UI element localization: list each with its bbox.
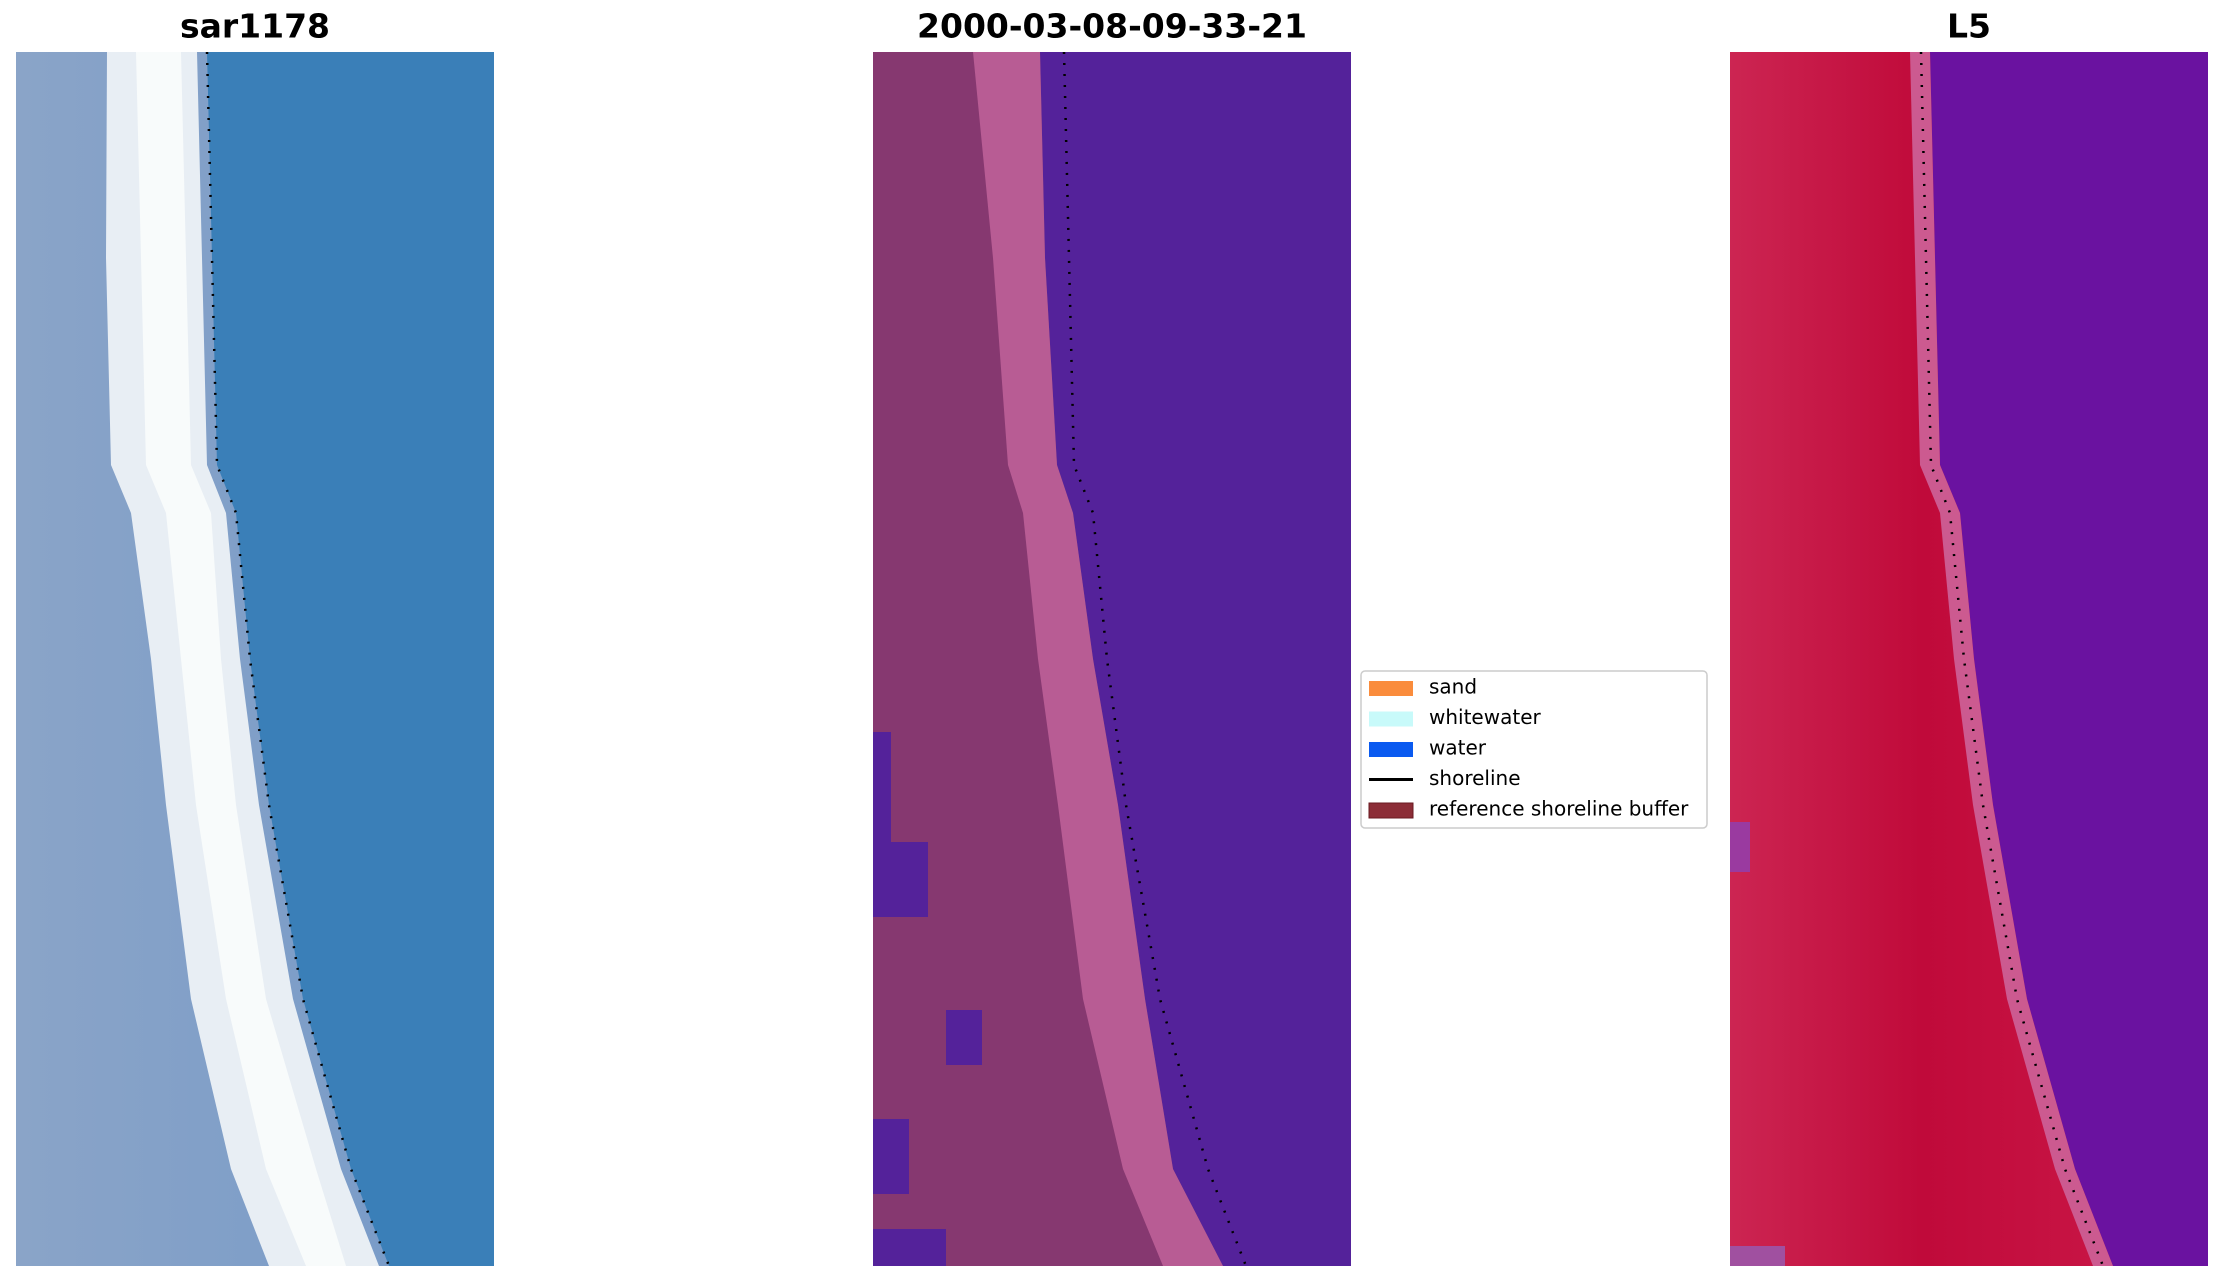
legend-label: water <box>1429 736 1487 760</box>
panel-image <box>873 51 1351 1267</box>
legend-label: shoreline <box>1429 766 1521 790</box>
legend-swatch <box>1369 711 1413 727</box>
legend: sand whitewater water shoreline reference sh… <box>1360 670 1708 829</box>
legend-label: reference shoreline buffer <box>1429 797 1689 821</box>
legend-swatch <box>1369 742 1413 757</box>
panel-image <box>16 51 494 1267</box>
legend-swatch <box>1368 802 1414 819</box>
panel-title: 2000-03-08-09-33-21 <box>917 7 1307 46</box>
legend-label: whitewater <box>1429 705 1541 729</box>
panel-title: sar1178 <box>180 7 330 46</box>
legend-label: sand <box>1429 675 1477 699</box>
panel-image <box>1730 51 2208 1267</box>
legend-swatch <box>1369 681 1413 696</box>
panel-title: L5 <box>1947 7 1991 46</box>
